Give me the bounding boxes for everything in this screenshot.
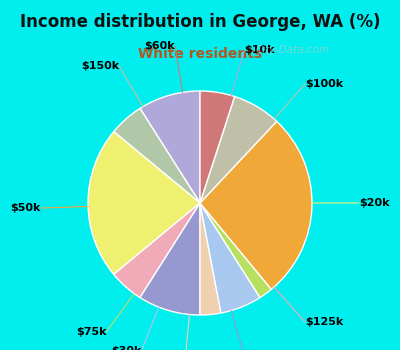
Text: $10k: $10k [244, 45, 275, 55]
Text: $75k: $75k [76, 327, 106, 337]
Text: Income distribution in George, WA (%): Income distribution in George, WA (%) [20, 13, 380, 31]
Text: $50k: $50k [11, 203, 41, 213]
Text: $150k: $150k [81, 61, 119, 71]
Wedge shape [200, 203, 271, 298]
Text: White residents: White residents [138, 47, 262, 61]
Text: $60k: $60k [144, 41, 175, 51]
Text: $30k: $30k [111, 346, 142, 350]
Wedge shape [114, 203, 200, 298]
Wedge shape [140, 91, 200, 203]
Wedge shape [88, 132, 200, 274]
Text: $100k: $100k [305, 79, 343, 89]
Text: $125k: $125k [305, 317, 344, 327]
Wedge shape [114, 108, 200, 203]
Text: $20k: $20k [359, 198, 390, 208]
Wedge shape [200, 97, 277, 203]
Wedge shape [200, 121, 312, 289]
Text: City-Data.com: City-Data.com [256, 44, 330, 55]
Wedge shape [200, 203, 260, 313]
Wedge shape [140, 203, 200, 315]
Wedge shape [200, 91, 235, 203]
Wedge shape [200, 203, 221, 315]
